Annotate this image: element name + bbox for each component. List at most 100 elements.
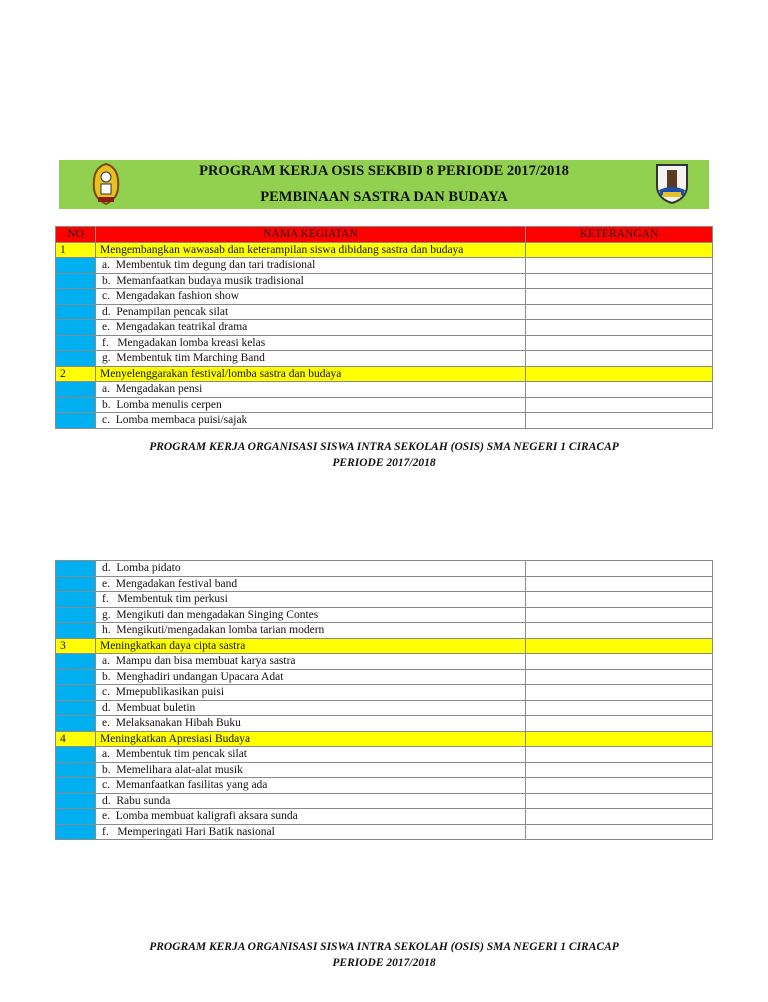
keterangan-cell [525, 303, 713, 320]
header-no: NO [55, 226, 96, 243]
activity-name: Mengembangkan wawasab dan keterampilan s… [95, 241, 526, 258]
table-row: e. Mengadakan festival band [55, 575, 713, 592]
page-footer-1: PROGRAM KERJA ORGANISASI SISWA INTRA SEK… [0, 439, 768, 471]
footer-line1: PROGRAM KERJA ORGANISASI SISWA INTRA SEK… [149, 941, 619, 953]
keterangan-cell [525, 396, 713, 413]
row-number [55, 303, 96, 320]
row-number [55, 606, 96, 623]
row-number [55, 560, 96, 577]
activity-name: h. Mengikuti/mengadakan lomba tarian mod… [95, 622, 526, 639]
keterangan-cell [525, 699, 713, 716]
row-number [55, 653, 96, 670]
table-row: a. Membentuk tim pencak silat [55, 746, 713, 763]
row-number [55, 808, 96, 825]
table-row: 4 Meningkatkan Apresiasi Budaya [55, 730, 713, 747]
keterangan-cell [525, 746, 713, 763]
keterangan-cell [525, 637, 713, 654]
keterangan-cell [525, 319, 713, 336]
footer-line1: PROGRAM KERJA ORGANISASI SISWA INTRA SEK… [149, 441, 619, 453]
activity-name: b. Memanfaatkan budaya musik tradisional [95, 272, 526, 289]
table-row: e. Mengadakan teatrikal drama [55, 319, 713, 336]
row-number [55, 591, 96, 608]
activity-name: f. Membentuk tim perkusi [95, 591, 526, 608]
activity-name: f. Mengadakan lomba kreasi kelas [95, 334, 526, 351]
footer-line2: PERIODE 2017/2018 [332, 957, 436, 969]
activity-name: d. Membuat buletin [95, 699, 526, 716]
header-nama-kegiatan: NAMA KEGIATAN [95, 226, 526, 243]
row-number [55, 777, 96, 794]
keterangan-cell [525, 684, 713, 701]
row-number [55, 715, 96, 732]
table-row: c. Mmepublikasikan puisi [55, 684, 713, 701]
activity-name: c. Memanfaatkan fasilitas yang ada [95, 777, 526, 794]
keterangan-cell [525, 241, 713, 258]
activity-table-page2: d. Lomba pidato e. Mengadakan festival ba… [55, 560, 713, 840]
activity-name: f. Memperingati Hari Batik nasional [95, 823, 526, 840]
table-row: a. Membentuk tim degung dan tari tradisi… [55, 257, 713, 274]
activity-name: e. Mengadakan festival band [95, 575, 526, 592]
page-footer-2: PROGRAM KERJA ORGANISASI SISWA INTRA SEK… [0, 939, 768, 971]
activity-name: d. Penampilan pencak silat [95, 303, 526, 320]
table-row: c. Mengadakan fashion show [55, 288, 713, 305]
row-number [55, 575, 96, 592]
table-row: f. Mengadakan lomba kreasi kelas [55, 334, 713, 351]
activity-name: e. Mengadakan teatrikal drama [95, 319, 526, 336]
keterangan-cell [525, 334, 713, 351]
row-number [55, 396, 96, 413]
row-number [55, 684, 96, 701]
row-number [55, 257, 96, 274]
table-row: g. Membentuk tim Marching Band [55, 350, 713, 367]
row-number [55, 288, 96, 305]
osis-logo-icon [92, 163, 120, 205]
activity-name: d. Rabu sunda [95, 792, 526, 809]
table-row: f. Memperingati Hari Batik nasional [55, 823, 713, 840]
school-emblem-icon [656, 164, 688, 204]
keterangan-cell [525, 412, 713, 429]
activity-name: g. Membentuk tim Marching Band [95, 350, 526, 367]
table-row: b. Memelihara alat-alat musik [55, 761, 713, 778]
table-row: d. Rabu sunda [55, 792, 713, 809]
row-number: 2 [55, 365, 96, 382]
table-row: 3 Meningkatkan daya cipta sastra [55, 637, 713, 654]
table-row: d. Penampilan pencak silat [55, 303, 713, 320]
row-number: 4 [55, 730, 96, 747]
table-row: a. Mampu dan bisa membuat karya sastra [55, 653, 713, 670]
activity-name: b. Menghadiri undangan Upacara Adat [95, 668, 526, 685]
keterangan-cell [525, 792, 713, 809]
activity-name: Menyelenggarakan festival/lomba sastra d… [95, 365, 526, 382]
row-number: 3 [55, 637, 96, 654]
keterangan-cell [525, 560, 713, 577]
table-row: f. Membentuk tim perkusi [55, 591, 713, 608]
row-number [55, 381, 96, 398]
table-row: b. Lomba menulis cerpen [55, 396, 713, 413]
table-row: b. Menghadiri undangan Upacara Adat [55, 668, 713, 685]
keterangan-cell [525, 715, 713, 732]
keterangan-cell [525, 808, 713, 825]
row-number [55, 334, 96, 351]
activity-name: c. Lomba membaca puisi/sajak [95, 412, 526, 429]
title-banner: PROGRAM KERJA OSIS SEKBID 8 PERIODE 2017… [59, 160, 709, 209]
keterangan-cell [525, 730, 713, 747]
row-number: 1 [55, 241, 96, 258]
table-row: d. Lomba pidato [55, 560, 713, 577]
row-number [55, 699, 96, 716]
row-number [55, 272, 96, 289]
keterangan-cell [525, 575, 713, 592]
table-row: c. Lomba membaca puisi/sajak [55, 412, 713, 429]
row-number [55, 792, 96, 809]
activity-name: e. Lomba membuat kaligrafi aksara sunda [95, 808, 526, 825]
keterangan-cell [525, 761, 713, 778]
activity-name: Meningkatkan daya cipta sastra [95, 637, 526, 654]
activity-name: d. Lomba pidato [95, 560, 526, 577]
keterangan-cell [525, 823, 713, 840]
footer-line2: PERIODE 2017/2018 [332, 457, 436, 469]
activity-name: g. Mengikuti dan mengadakan Singing Cont… [95, 606, 526, 623]
activity-name: b. Lomba menulis cerpen [95, 396, 526, 413]
row-number [55, 622, 96, 639]
row-number [55, 761, 96, 778]
activity-name: e. Melaksanakan Hibah Buku [95, 715, 526, 732]
row-number [55, 319, 96, 336]
keterangan-cell [525, 365, 713, 382]
keterangan-cell [525, 668, 713, 685]
banner-title: PROGRAM KERJA OSIS SEKBID 8 PERIODE 2017… [199, 163, 569, 179]
